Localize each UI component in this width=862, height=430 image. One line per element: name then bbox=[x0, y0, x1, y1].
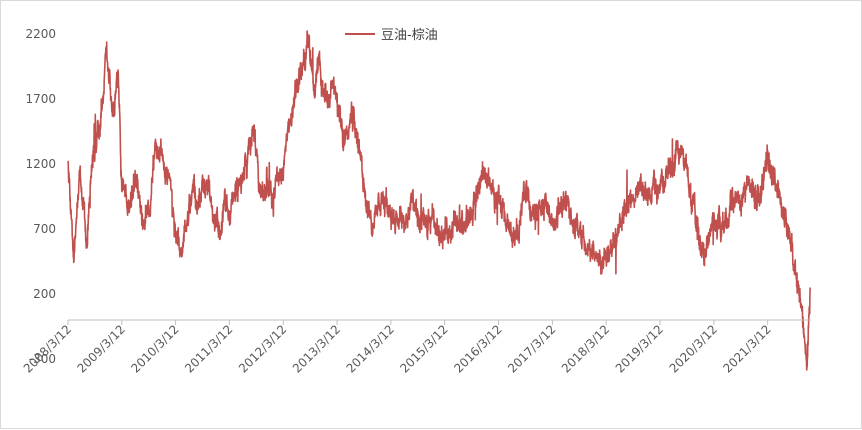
x-tick-label: 2014/3/12 bbox=[344, 322, 397, 375]
x-tick-label: 2021/3/12 bbox=[720, 322, 773, 375]
x-tick-label: 2012/3/12 bbox=[236, 322, 289, 375]
x-tick-label: 2016/3/12 bbox=[451, 322, 504, 375]
x-tick-label: 2013/3/12 bbox=[290, 322, 343, 375]
y-tick-label: -300 bbox=[29, 352, 56, 366]
y-tick-label: 2200 bbox=[25, 27, 56, 41]
x-tick-label: 2009/3/12 bbox=[74, 322, 127, 375]
x-tick-label: 2011/3/12 bbox=[182, 322, 235, 375]
series-layer bbox=[67, 30, 811, 371]
y-tick-label: 1700 bbox=[25, 92, 56, 106]
y-tick-label: 700 bbox=[33, 222, 56, 236]
x-tick-label: 2015/3/12 bbox=[397, 322, 450, 375]
y-axis-tick-labels: -300 200 700 1200 1700 2200 bbox=[25, 27, 56, 366]
x-tick-label: 2018/3/12 bbox=[559, 322, 612, 375]
y-tick-label: 1200 bbox=[25, 157, 56, 171]
x-axis-ticks bbox=[67, 320, 769, 325]
x-tick-label: 2019/3/12 bbox=[613, 322, 666, 375]
x-tick-label: 2008/3/12 bbox=[21, 322, 74, 375]
legend-label-soy-palm: 豆油-棕油 bbox=[381, 28, 438, 43]
x-axis-tick-labels: 2008/3/12 2009/3/12 2010/3/12 2011/3/12 2012… bbox=[21, 322, 774, 375]
y-tick-label: 200 bbox=[33, 287, 56, 301]
x-tick-label: 2010/3/12 bbox=[128, 322, 181, 375]
x-tick-label: 2017/3/12 bbox=[505, 322, 558, 375]
series-line-soy-palm bbox=[67, 30, 811, 371]
x-tick-label: 2020/3/12 bbox=[667, 322, 720, 375]
legend: 豆油-棕油 bbox=[345, 28, 438, 43]
